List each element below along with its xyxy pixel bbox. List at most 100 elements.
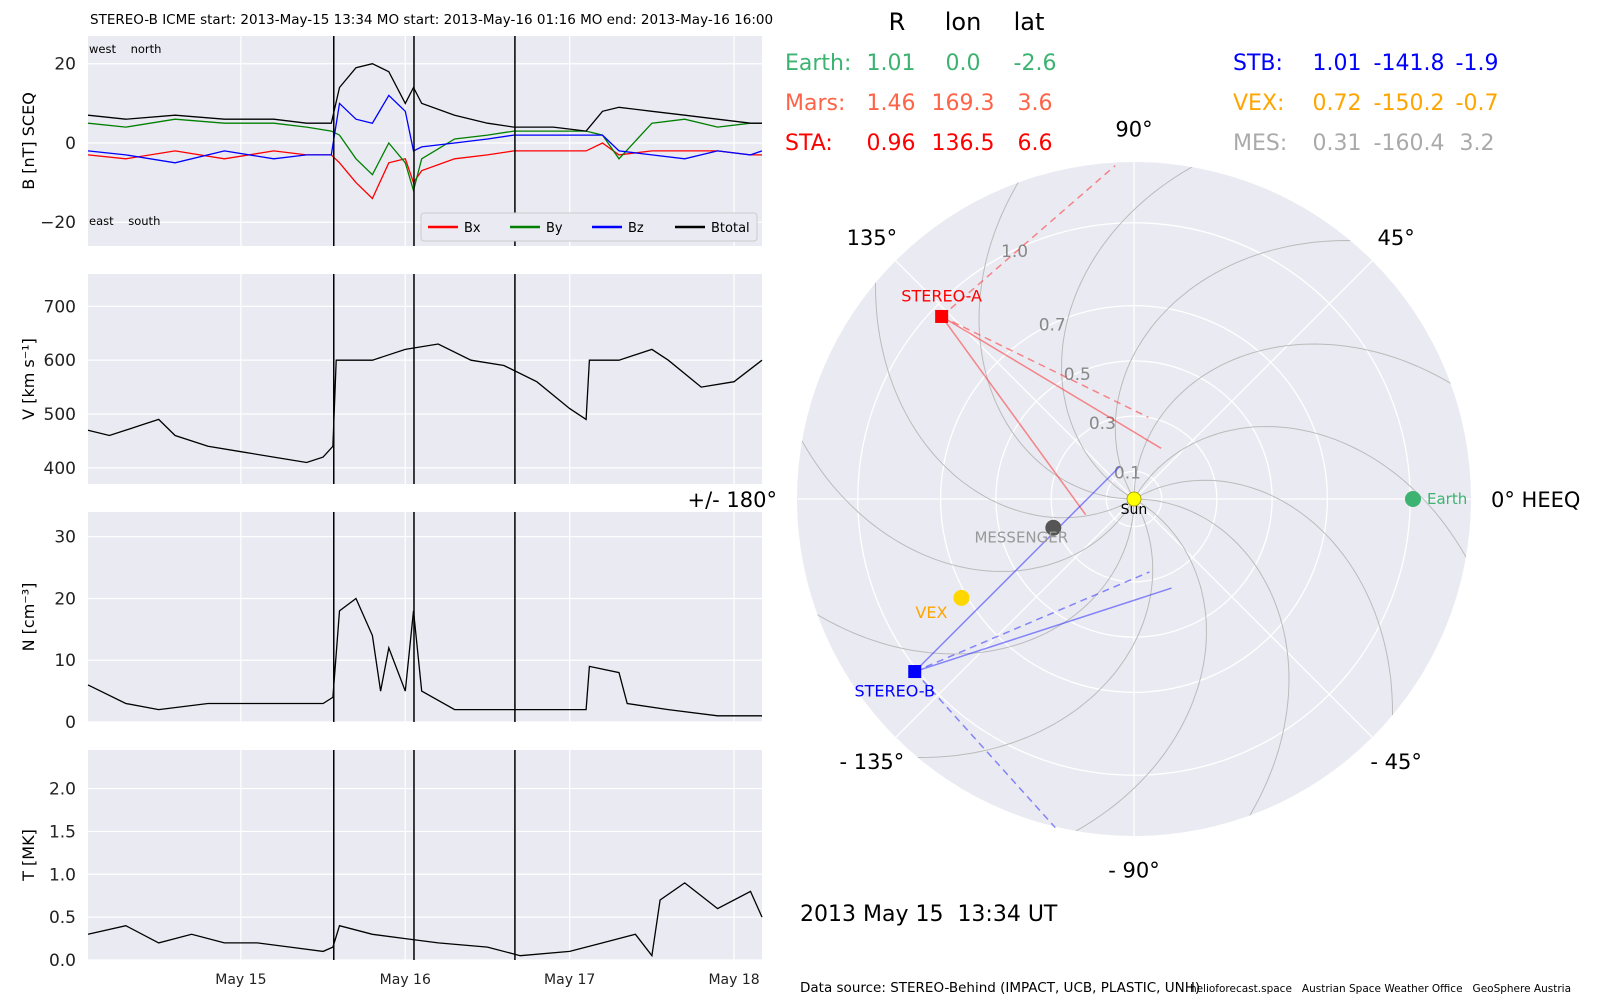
x-tick-label: May 15 xyxy=(215,972,266,988)
marker-vex xyxy=(953,589,970,606)
y-axis-label: N [cm⁻³] xyxy=(19,583,38,652)
table-cell-r: 0.72 xyxy=(1313,91,1362,116)
table-row-label: MES: xyxy=(1233,131,1287,156)
table-cell-lat: 6.6 xyxy=(1018,131,1053,156)
table-cell-lon: 0.0 xyxy=(946,51,981,76)
table-cell-r: 0.31 xyxy=(1313,131,1362,156)
table-header-lat: lat xyxy=(1014,8,1045,36)
density-panel: 30 20 10 0 N [cm⁻³] xyxy=(19,512,762,733)
sta-fov-line xyxy=(941,315,1149,418)
y-tick-label: 10 xyxy=(54,651,76,671)
table-row-label: VEX: xyxy=(1233,91,1284,116)
table-cell-lon: -150.2 xyxy=(1374,91,1445,116)
timestamp: 2013 May 15 13:34 UT xyxy=(800,902,1058,927)
y-tick-label: 0 xyxy=(65,713,76,733)
x-tick-label: May 16 xyxy=(380,972,431,988)
parker-spiral xyxy=(1136,426,1471,767)
angle-label: 90° xyxy=(1115,117,1152,141)
series-line-bz xyxy=(87,94,763,164)
y-tick-label: 600 xyxy=(44,351,76,371)
table-cell-lon: -160.4 xyxy=(1374,131,1445,156)
panel-background xyxy=(88,750,762,960)
y-tick-label: 1.0 xyxy=(49,865,76,885)
parker-spiral xyxy=(797,454,1135,655)
series-line-temperature xyxy=(87,882,763,958)
series-line-density xyxy=(87,597,762,717)
figure-title: STEREO-B ICME start: 2013-May-15 13:34 M… xyxy=(90,12,773,28)
y-tick-label: 400 xyxy=(44,459,76,479)
radial-tick-label: 0.1 xyxy=(1114,463,1141,483)
x-tick-label: May 17 xyxy=(544,972,595,988)
table-row-label: STB: xyxy=(1233,51,1283,76)
y-tick-label: 500 xyxy=(44,405,76,425)
radial-tick-label: 0.5 xyxy=(1064,365,1091,385)
table-row-label: Mars: xyxy=(785,91,845,116)
table-row-label: STA: xyxy=(785,131,833,156)
table-cell-lon: -141.8 xyxy=(1374,51,1445,76)
legend-frame xyxy=(420,212,758,242)
annotation-west-north: west north xyxy=(89,42,161,56)
label-stereo-a: STEREO-A xyxy=(901,286,982,305)
panel-background xyxy=(88,274,762,484)
legend-label-by: By xyxy=(546,221,563,236)
y-tick-label: 0 xyxy=(65,134,76,154)
angle-label: - 135° xyxy=(839,750,904,774)
legend: Bx By Bz Btotal xyxy=(420,212,758,242)
table-cell-lon: 136.5 xyxy=(932,131,995,156)
radial-tick-label: 0.7 xyxy=(1039,316,1066,336)
stb-fov-line xyxy=(914,671,1056,829)
y-tick-label: 0.0 xyxy=(49,951,76,971)
series-line-speed xyxy=(87,343,763,464)
stb-fov-line xyxy=(914,587,1172,673)
y-tick-label: 20 xyxy=(54,589,76,609)
table-header-r: R xyxy=(889,8,906,36)
angle-label: 135° xyxy=(847,226,898,250)
sta-fov-line xyxy=(941,165,1116,318)
data-source: Data source: STEREO-Behind (IMPACT, UCB,… xyxy=(800,980,1200,996)
parker-spiral xyxy=(1089,498,1290,836)
label-vex: VEX xyxy=(915,603,947,622)
legend-label-bz: Bz xyxy=(628,221,644,236)
speed-panel: 700 600 500 400 V [km s⁻¹] xyxy=(19,274,763,484)
angle-label: - 90° xyxy=(1108,859,1159,883)
y-tick-label: 700 xyxy=(44,297,76,317)
angle-label: 45° xyxy=(1378,226,1415,250)
label-sun: Sun xyxy=(1121,502,1148,518)
annotation-east-south: east south xyxy=(89,214,160,228)
table-cell-lat: -0.7 xyxy=(1456,91,1499,116)
parker-spiral xyxy=(866,501,1207,836)
y-tick-label: −20 xyxy=(40,213,76,233)
table-cell-lat: -1.9 xyxy=(1456,51,1499,76)
table-cell-lat: 3.6 xyxy=(1018,91,1053,116)
table-cell-lat: 3.2 xyxy=(1460,131,1495,156)
series-line-by xyxy=(87,118,762,193)
angle-label: +/- 180° xyxy=(687,488,777,512)
parker-spiral xyxy=(978,162,1179,500)
marker-messenger xyxy=(1045,519,1062,536)
panel-background xyxy=(88,36,762,246)
table-cell-r: 1.46 xyxy=(867,91,916,116)
panel-background xyxy=(88,512,762,722)
sta-fov-line xyxy=(941,316,1087,516)
y-axis-label: T [MK] xyxy=(19,829,38,882)
legend-label-btotal: Btotal xyxy=(711,221,750,236)
x-tick-label: May 18 xyxy=(708,972,759,988)
y-tick-label: 2.0 xyxy=(49,780,76,800)
marker-sun xyxy=(1126,491,1142,507)
table-cell-lon: 169.3 xyxy=(932,91,995,116)
radial-tick-label: 1.0 xyxy=(1001,242,1028,262)
polar-plot: 0.1 0.3 0.5 0.7 1.0 0° HEEQ 45° 90° 135° +/- 180°… xyxy=(687,117,1580,883)
stb-fov-line xyxy=(914,571,1150,673)
table-cell-r: 0.96 xyxy=(867,131,916,156)
parker-spiral xyxy=(1133,343,1471,544)
radial-tick-label: 0.3 xyxy=(1089,414,1116,434)
marker-stereo-b xyxy=(908,665,922,679)
parker-spiral xyxy=(797,231,1132,572)
y-tick-label: 1.5 xyxy=(49,822,76,842)
label-earth: Earth xyxy=(1427,490,1467,508)
sta-fov-line xyxy=(941,315,1162,449)
label-messenger: MESSENGER xyxy=(974,529,1068,547)
parker-spiral xyxy=(1061,162,1402,497)
